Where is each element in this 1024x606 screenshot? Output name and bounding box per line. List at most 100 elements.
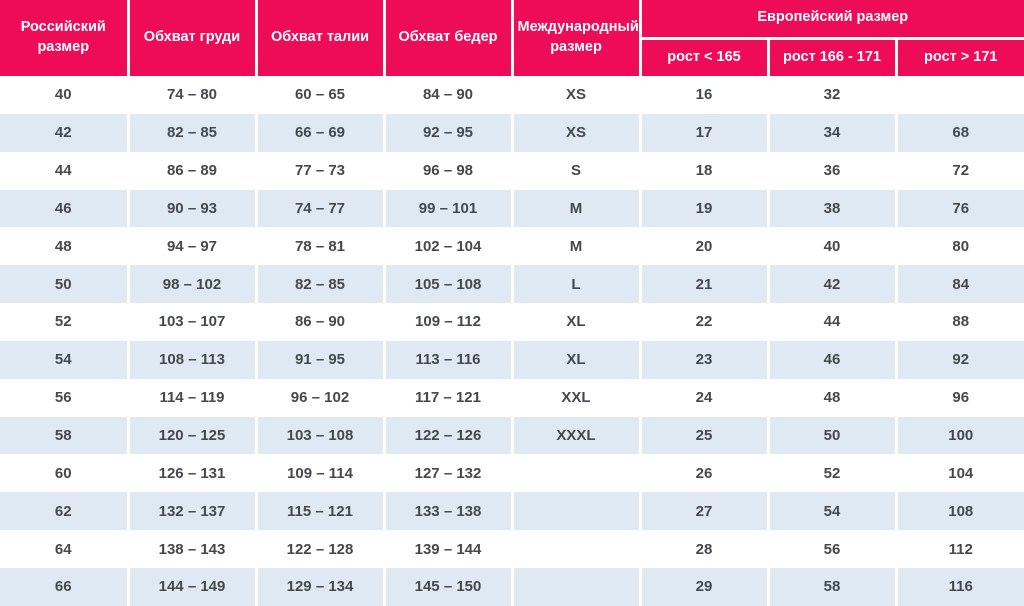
header-height-gt-171: рост > 171	[896, 38, 1024, 76]
header-european-size-group: Европейский размер	[640, 0, 1024, 40]
cell-international-size: M	[512, 189, 642, 228]
cell-international-size: XS	[512, 113, 642, 152]
cell-chest: 94 – 97	[128, 227, 258, 266]
cell-russian-size: 58	[0, 416, 130, 455]
cell-chest: 138 – 143	[128, 530, 258, 568]
cell-international-size: XL	[512, 303, 642, 341]
cell-waist: 82 – 85	[256, 265, 386, 304]
cell-international-size: M	[512, 227, 642, 266]
table-row: 66 144 – 149 129 – 134 145 – 150 29 58 1…	[0, 567, 1024, 606]
cell-chest: 90 – 93	[128, 189, 258, 228]
cell-russian-size: 54	[0, 340, 130, 379]
cell-chest: 120 – 125	[128, 416, 258, 455]
cell-hips: 92 – 95	[384, 113, 514, 152]
table-header: Российский размер Обхват груди Обхват та…	[0, 0, 1024, 76]
cell-waist: 91 – 95	[256, 340, 386, 379]
table-row: 64 138 – 143 122 – 128 139 – 144 28 56 1…	[0, 530, 1024, 568]
cell-chest: 114 – 119	[128, 378, 258, 417]
cell-international-size	[512, 492, 642, 531]
cell-waist: 74 – 77	[256, 189, 386, 228]
cell-euro-height-lt-165: 28	[640, 530, 770, 568]
cell-russian-size: 50	[0, 265, 130, 304]
table-body: 40 74 – 80 60 – 65 84 – 90 XS 16 32 42 8…	[0, 76, 1024, 606]
cell-euro-height-gt-171: 96	[952, 389, 970, 407]
table-row: 62 132 – 137 115 – 121 133 – 138 27 54 1…	[0, 492, 1024, 531]
cell-euro-height-lt-165: 16	[640, 76, 770, 114]
cell-chest: 82 – 85	[128, 113, 258, 152]
cell-waist: 78 – 81	[256, 227, 386, 266]
cell-euro-height-166-171: 56	[768, 530, 898, 568]
cell-russian-size: 46	[0, 189, 130, 228]
cell-chest: 108 – 113	[128, 340, 258, 379]
cell-euro-height-gt-171: 112	[948, 540, 973, 558]
cell-waist: 115 – 121	[256, 492, 386, 531]
cell-euro-height-gt-171: 72	[952, 162, 970, 180]
cell-international-size	[512, 530, 642, 568]
cell-chest: 132 – 137	[128, 492, 258, 531]
cell-russian-size: 66	[0, 567, 130, 606]
cell-euro-height-166-171: 38	[768, 189, 898, 228]
cell-euro-height-gt-171: 80	[952, 237, 970, 255]
cell-euro-height-166-171: 34	[768, 113, 898, 152]
table-row: 46 90 – 93 74 – 77 99 – 101 M 19 38 76	[0, 189, 1024, 228]
header-row-main: Российский размер Обхват груди Обхват та…	[0, 0, 1024, 76]
cell-russian-size: 60	[0, 454, 130, 493]
cell-euro-height-gt-171: 100	[948, 427, 974, 445]
cell-hips: 99 – 101	[384, 189, 514, 228]
header-row-sub: рост < 165 рост 166 - 171 рост > 171	[0, 38, 1024, 76]
table-row: 54 108 – 113 91 – 95 113 – 116 XL 23 46 …	[0, 340, 1024, 379]
table-row: 52 103 – 107 86 – 90 109 – 112 XL 22 44 …	[0, 303, 1024, 341]
header-height-166-171: рост 166 - 171	[768, 38, 898, 76]
cell-international-size: L	[512, 265, 642, 304]
cell-russian-size: 44	[0, 151, 130, 190]
cell-euro-height-gt-171: 116	[948, 578, 973, 596]
table-row: 42 82 – 85 66 – 69 92 – 95 XS 17 34 68	[0, 113, 1024, 152]
cell-euro-height-lt-165: 19	[640, 189, 770, 228]
cell-russian-size: 64	[0, 530, 130, 568]
cell-euro-height-lt-165: 23	[640, 340, 770, 379]
cell-euro-height-166-171: 52	[768, 454, 898, 493]
cell-euro-height-166-171: 44	[768, 303, 898, 341]
cell-euro-height-gt-171: 88	[952, 313, 970, 331]
cell-hips: 105 – 108	[384, 265, 514, 304]
cell-international-size: XXL	[512, 378, 642, 417]
cell-chest: 74 – 80	[128, 76, 258, 114]
table-row: 40 74 – 80 60 – 65 84 – 90 XS 16 32	[0, 76, 1024, 114]
cell-waist: 103 – 108	[256, 416, 386, 455]
cell-euro-height-gt-171: 92	[952, 351, 970, 369]
table-row: 58 120 – 125 103 – 108 122 – 126 XXXL 25…	[0, 416, 1024, 455]
cell-waist: 109 – 114	[256, 454, 386, 493]
cell-hips: 109 – 112	[384, 303, 514, 341]
cell-euro-height-lt-165: 21	[640, 265, 770, 304]
cell-euro-height-166-171: 40	[768, 227, 898, 266]
table-row: 60 126 – 131 109 – 114 127 – 132 26 52 1…	[0, 454, 1024, 493]
cell-euro-height-166-171: 42	[768, 265, 898, 304]
header-height-lt-165: рост < 165	[640, 38, 770, 76]
cell-waist: 77 – 73	[256, 151, 386, 190]
cell-international-size: XXXL	[512, 416, 642, 455]
cell-hips: 133 – 138	[384, 492, 514, 531]
cell-hips: 127 – 132	[384, 454, 514, 493]
cell-euro-height-166-171: 58	[768, 567, 898, 606]
cell-euro-height-166-171: 54	[768, 492, 898, 531]
cell-chest: 103 – 107	[128, 303, 258, 341]
cell-hips: 139 – 144	[384, 530, 514, 568]
cell-hips: 102 – 104	[384, 227, 514, 266]
cell-international-size	[512, 567, 642, 606]
cell-international-size: XL	[512, 340, 642, 379]
cell-hips: 113 – 116	[384, 340, 514, 379]
cell-euro-height-lt-165: 22	[640, 303, 770, 341]
cell-euro-height-lt-165: 25	[640, 416, 770, 455]
cell-euro-height-gt-171: 76	[952, 199, 970, 217]
header-chest: Обхват груди	[128, 0, 258, 76]
cell-euro-height-lt-165: 27	[640, 492, 770, 531]
cell-international-size: XS	[512, 76, 642, 114]
header-waist: Обхват талии	[256, 0, 386, 76]
cell-russian-size: 48	[0, 227, 130, 266]
cell-hips: 96 – 98	[384, 151, 514, 190]
cell-euro-height-lt-165: 17	[640, 113, 770, 152]
header-russian-size: Российский размер	[0, 0, 130, 76]
cell-chest: 98 – 102	[128, 265, 258, 304]
cell-euro-height-gt-171: 104	[948, 464, 974, 482]
